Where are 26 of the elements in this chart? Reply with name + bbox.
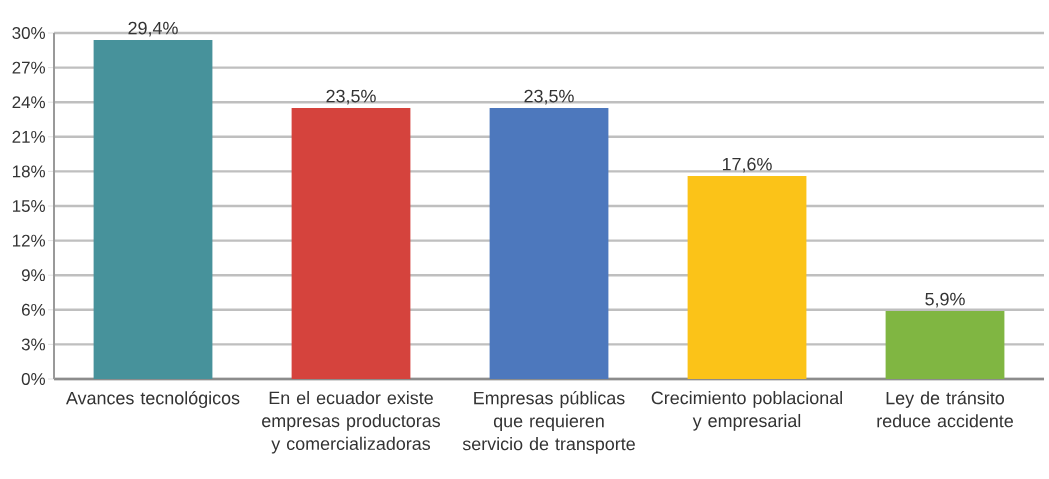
y-tick-label: 18% xyxy=(13,165,46,178)
y-tick-label: 9% xyxy=(21,269,46,282)
y-tick-label: 30% xyxy=(12,27,46,39)
bar xyxy=(93,39,213,379)
bar xyxy=(489,107,609,379)
data-label: 23,5% xyxy=(326,89,376,105)
bar xyxy=(291,107,411,379)
bar xyxy=(885,310,1005,379)
data-label: 5,9% xyxy=(925,292,965,308)
y-tick-label: 12% xyxy=(13,234,46,247)
y-tick-label: 0% xyxy=(21,373,46,385)
x-tick-label: En el ecuador existe empresas productoras y comercializadoras xyxy=(262,391,441,454)
data-label: 17,6% xyxy=(722,157,772,173)
y-tick-label: 6% xyxy=(22,303,46,316)
x-tick-label: Avances tecnológicos xyxy=(65,391,240,408)
bar xyxy=(687,176,807,379)
y-tick-label: 24% xyxy=(12,96,46,109)
data-label: 23,5% xyxy=(524,89,574,105)
data-label: 29,4% xyxy=(128,21,178,37)
x-tick-label: Ley de tránsito reduce accidente xyxy=(877,391,1013,428)
x-tick-label: Empresas públicas que requieren servicio de transporte xyxy=(462,391,635,454)
y-tick-label: 21% xyxy=(12,130,46,143)
y-tick-label: 27% xyxy=(12,61,46,74)
x-tick-label: Crecimiento poblacional y empresarial xyxy=(651,391,842,431)
y-tick-label: 3% xyxy=(21,338,46,351)
y-tick-label: 15% xyxy=(13,200,46,212)
